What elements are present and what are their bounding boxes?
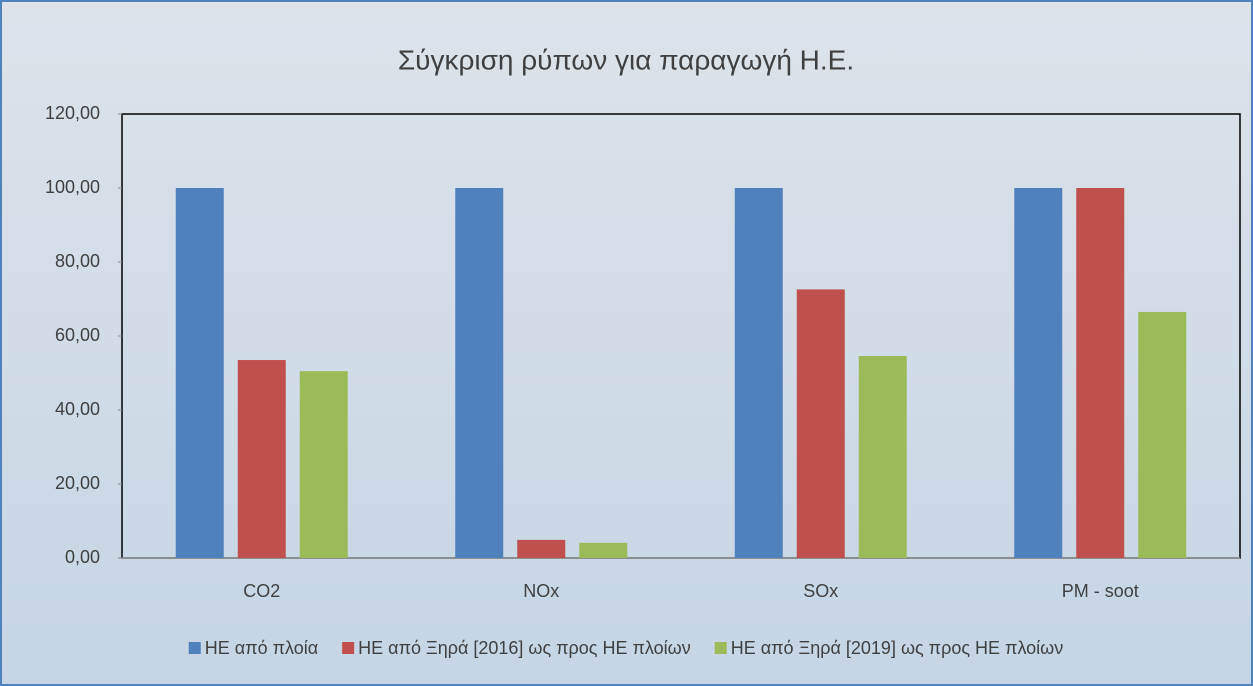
- y-tick-label: 20,00: [55, 473, 100, 493]
- bar: [1138, 311, 1187, 558]
- bar: [858, 355, 907, 558]
- x-tick-label: SOx: [803, 581, 838, 601]
- bar: [237, 360, 286, 558]
- bar: [734, 188, 783, 558]
- bar: [796, 289, 845, 558]
- legend-label: ΗΕ από πλοία: [205, 638, 318, 658]
- y-tick-label: 40,00: [55, 399, 100, 419]
- chart-title: Σύγκριση ρύπων για παραγωγή Η.Ε.: [398, 44, 854, 75]
- bar: [1014, 188, 1063, 558]
- bar: [175, 188, 224, 558]
- legend-swatch: [188, 642, 201, 654]
- y-tick-label: 80,00: [55, 251, 100, 271]
- y-tick-label: 120,00: [45, 103, 100, 123]
- x-tick-label: PM - soot: [1062, 581, 1139, 601]
- bar: [517, 539, 566, 558]
- y-tick-label: 100,00: [45, 177, 100, 197]
- bar: [1076, 188, 1125, 558]
- legend-swatch: [714, 642, 727, 654]
- y-tick-label: 60,00: [55, 325, 100, 345]
- x-tick-label: CO2: [243, 581, 280, 601]
- bar: [299, 371, 348, 558]
- legend-swatch: [342, 642, 355, 654]
- bar: [579, 542, 628, 558]
- bar: [455, 188, 504, 558]
- legend-label: ΗΕ από Ξηρά [2019] ως προς ΗΕ πλοίων: [731, 638, 1064, 658]
- y-tick-label: 0,00: [65, 547, 100, 567]
- x-tick-label: NOx: [523, 581, 559, 601]
- legend-label: ΗΕ από Ξηρά [2016] ως προς ΗΕ πλοίων: [358, 638, 691, 658]
